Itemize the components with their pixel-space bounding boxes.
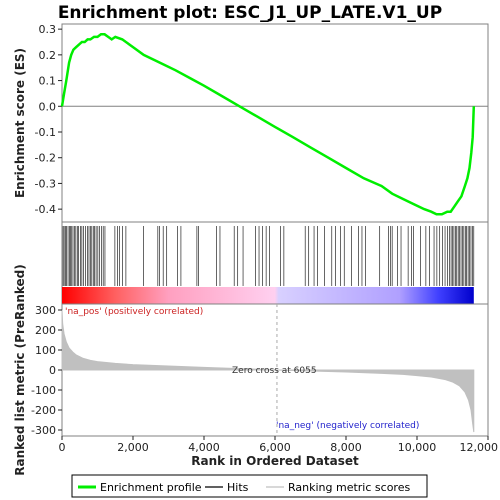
metric-y-axis-title: Ranked list metric (PreRanked)	[13, 264, 27, 476]
plot-title: Enrichment plot: ESC_J1_UP_LATE.V1_UP	[58, 3, 442, 23]
metric-x-tick-label: 0	[59, 441, 66, 454]
legend-label: Hits	[227, 481, 249, 494]
legend-label: Enrichment profile	[100, 481, 202, 494]
metric-y-tick-label: 200	[35, 324, 56, 337]
metric-x-tick-label: 2,000	[117, 441, 149, 454]
es-y-tick-label: -0.4	[35, 203, 56, 216]
hits-panel	[61, 221, 489, 305]
es-y-tick-label: -0.2	[35, 152, 56, 165]
hit-lines	[62, 226, 475, 286]
metric-y-tick-label: 0	[49, 364, 56, 377]
es-y-tick-label: 0.3	[39, 23, 57, 36]
metric-panel: 300 200 100 0 -100 -200 -300 0 2,000 4,000 6,000 8…	[13, 264, 498, 476]
es-y-tick-label: 0.2	[39, 49, 57, 62]
metric-y-ticks: 300 200 100 0 -100 -200 -300	[31, 304, 62, 437]
pos-correlated-label: 'na_pos' (positively correlated)	[65, 307, 203, 317]
es-panel: 0.3 0.2 0.1 0.0 -0.1 -0.2 -0.3 -0.4 Enrichment …	[13, 23, 489, 223]
ranking-colorbar	[62, 287, 474, 304]
enrichment-profile-line	[60, 33, 476, 216]
metric-x-tick-label: 10,000	[398, 441, 437, 454]
es-y-tick-label: -0.3	[35, 177, 56, 190]
metric-y-tick-label: -300	[31, 424, 56, 437]
legend-label: Ranking metric scores	[288, 481, 410, 494]
metric-x-ticks: 0 2,000 4,000 6,000 8,000 10,000 12,000	[59, 436, 499, 454]
es-y-axis-title: Enrichment score (ES)	[13, 48, 27, 198]
neg-correlated-label: 'na_neg' (negatively correlated)	[276, 421, 419, 431]
es-y-ticks: 0.3 0.2 0.1 0.0 -0.1 -0.2 -0.3 -0.4	[35, 23, 62, 216]
metric-y-tick-label: -100	[31, 384, 56, 397]
legend: Enrichment profile Hits Ranking metric sco…	[71, 474, 428, 498]
metric-y-tick-label: 100	[35, 344, 56, 357]
metric-x-tick-label: 12,000	[460, 441, 499, 454]
legend-box	[71, 474, 428, 498]
es-y-tick-label: 0.1	[39, 75, 57, 88]
es-panel-frame	[61, 23, 489, 223]
metric-x-tick-label: 8,000	[330, 441, 362, 454]
es-y-tick-label: 0.0	[39, 100, 57, 113]
es-y-tick-label: -0.1	[35, 126, 56, 139]
metric-x-tick-label: 6,000	[259, 441, 291, 454]
metric-x-axis-title: Rank in Ordered Dataset	[191, 454, 359, 468]
metric-y-tick-label: 300	[35, 304, 56, 317]
metric-y-tick-label: -200	[31, 404, 56, 417]
legend-items: Enrichment profile Hits Ranking metric sco…	[78, 481, 410, 494]
zero-cross-label: Zero cross at 6055	[232, 366, 317, 376]
metric-x-tick-label: 4,000	[188, 441, 220, 454]
